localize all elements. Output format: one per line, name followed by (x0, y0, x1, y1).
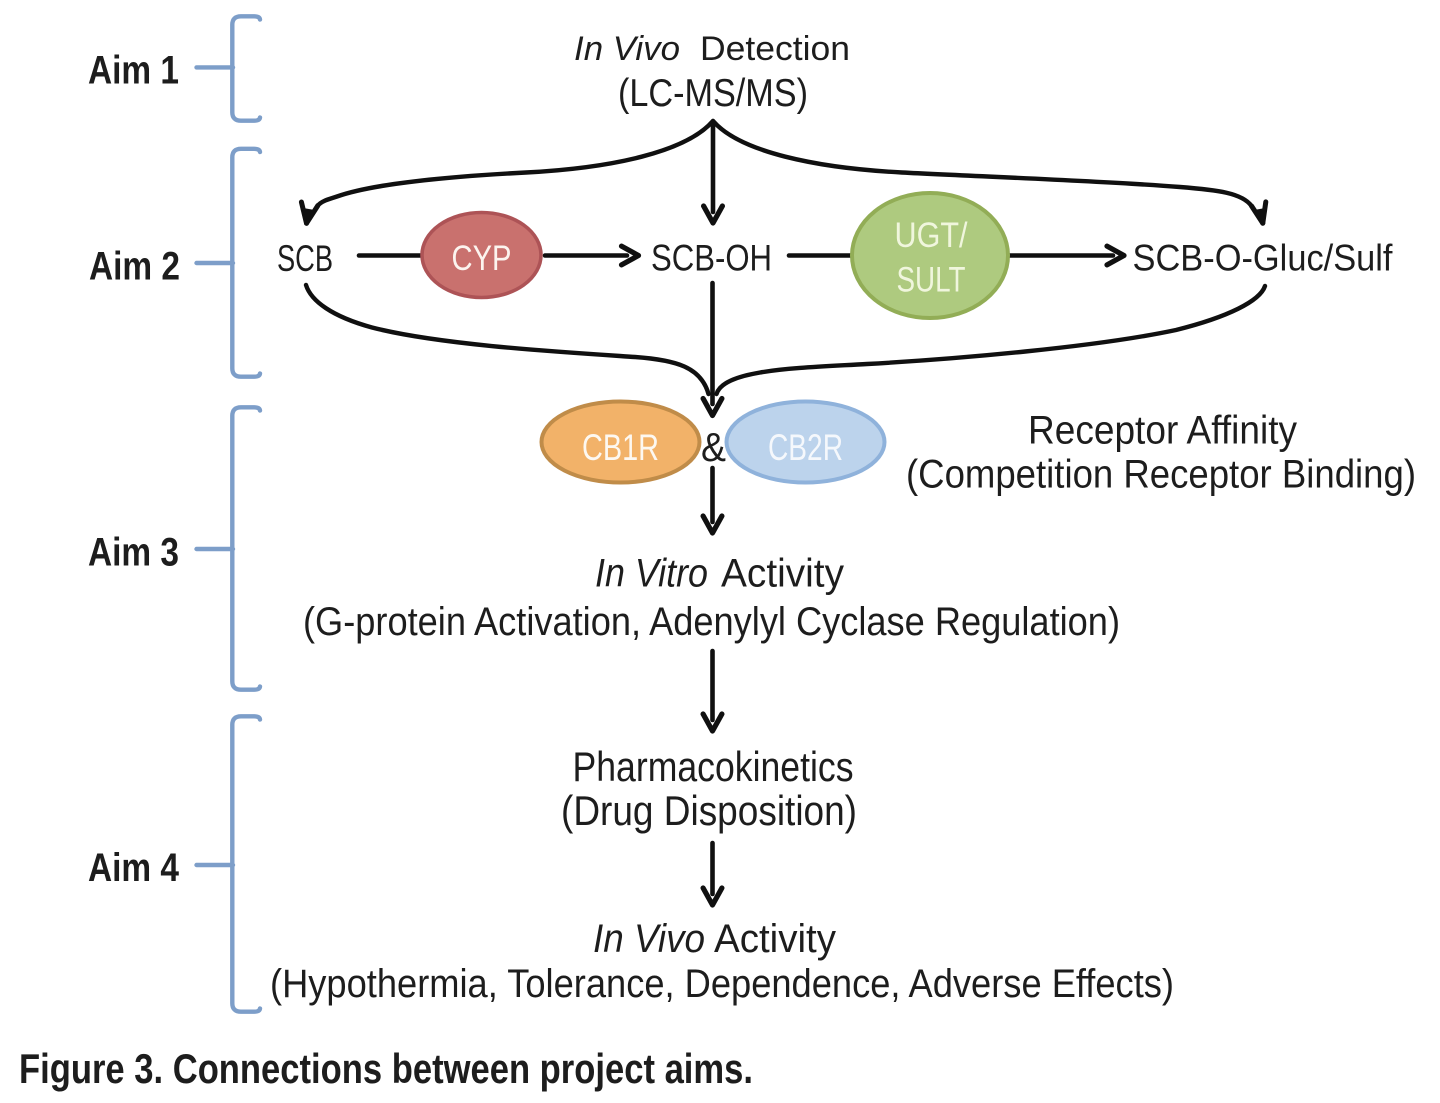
svg-text:In Vivo: In Vivo (574, 30, 680, 68)
svg-text:Receptor Affinity: Receptor Affinity (1028, 409, 1297, 453)
svg-text:In Vivo: In Vivo (593, 917, 705, 961)
svg-text:Aim 4: Aim 4 (88, 846, 180, 890)
svg-text:Detection: Detection (700, 30, 850, 68)
svg-text:CB1R: CB1R (582, 427, 659, 468)
svg-text:Figure 3. Connections between: Figure 3. Connections between project ai… (19, 1045, 753, 1092)
svg-text:SCB-OH: SCB-OH (651, 238, 772, 279)
svg-text:(G-protein Activation, Adenyly: (G-protein Activation, Adenylyl Cyclase … (303, 600, 1120, 644)
svg-text:(LC-MS/MS): (LC-MS/MS) (618, 72, 808, 115)
svg-text:SCB: SCB (277, 238, 333, 279)
svg-text:Aim 1: Aim 1 (88, 49, 179, 93)
svg-text:(Drug Disposition): (Drug Disposition) (561, 787, 857, 834)
svg-text:&: & (701, 424, 726, 470)
svg-text:SCB-O-Gluc/Sulf: SCB-O-Gluc/Sulf (1133, 238, 1394, 279)
svg-text:(Hypothermia, Tolerance, Depen: (Hypothermia, Tolerance, Dependence, Adv… (270, 962, 1174, 1006)
svg-text:UGT/: UGT/ (895, 216, 968, 255)
svg-text:CYP: CYP (452, 239, 512, 278)
svg-text:In Vitro: In Vitro (595, 552, 708, 596)
svg-text:Activity: Activity (714, 917, 836, 961)
svg-text:SULT: SULT (897, 261, 966, 300)
svg-text:Activity: Activity (721, 552, 844, 596)
svg-text:(Competition Receptor Binding): (Competition Receptor Binding) (906, 453, 1416, 497)
svg-text:CB2R: CB2R (768, 427, 843, 468)
svg-text:Aim 3: Aim 3 (88, 531, 179, 575)
svg-text:Aim 2: Aim 2 (89, 245, 180, 289)
svg-text:Pharmacokinetics: Pharmacokinetics (573, 743, 854, 790)
